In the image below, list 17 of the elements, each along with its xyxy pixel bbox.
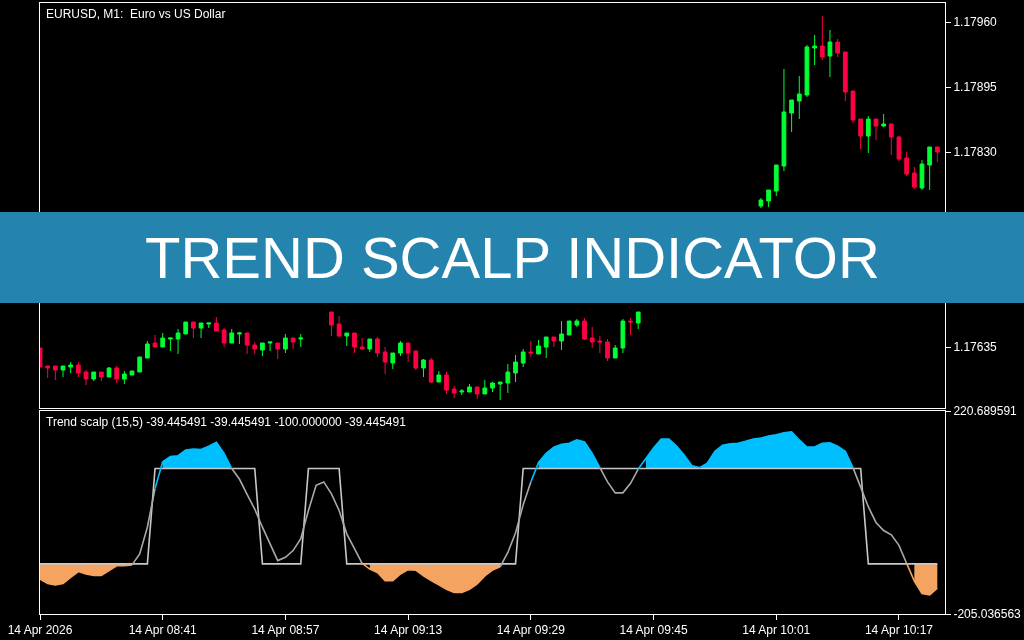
- y-tick-label: -205.036563: [953, 607, 1022, 622]
- x-tick-label: 14 Apr 10:01: [742, 623, 811, 638]
- y-tick-label: 1.17830: [953, 145, 998, 160]
- x-tick-label: 14 Apr 09:45: [619, 623, 688, 638]
- x-tick-label: 14 Apr 2026: [7, 623, 73, 638]
- x-tick-label: 14 Apr 09:13: [374, 623, 443, 638]
- x-tick-label: 14 Apr 09:29: [496, 623, 566, 638]
- annotation: TREND SCALP INDICATOR: [145, 225, 880, 290]
- x-tick-label: 14 Apr 10:17: [864, 623, 934, 638]
- y-tick-label: 1.17895: [953, 80, 998, 95]
- x-tick-label: 14 Apr 08:57: [251, 623, 320, 638]
- x-tick-label: 14 Apr 08:41: [128, 623, 198, 638]
- y-tick-label: 1.17635: [953, 340, 998, 355]
- chart-title: EURUSD, M1: Euro vs US Dollar: [46, 7, 226, 21]
- chart-title: Trend scalp (15,5) -39.445491 -39.445491 -100.000000 -39.445491: [46, 415, 407, 429]
- y-tick-label: 220.689591: [953, 404, 1018, 419]
- y-tick-label: 1.17960: [953, 15, 998, 30]
